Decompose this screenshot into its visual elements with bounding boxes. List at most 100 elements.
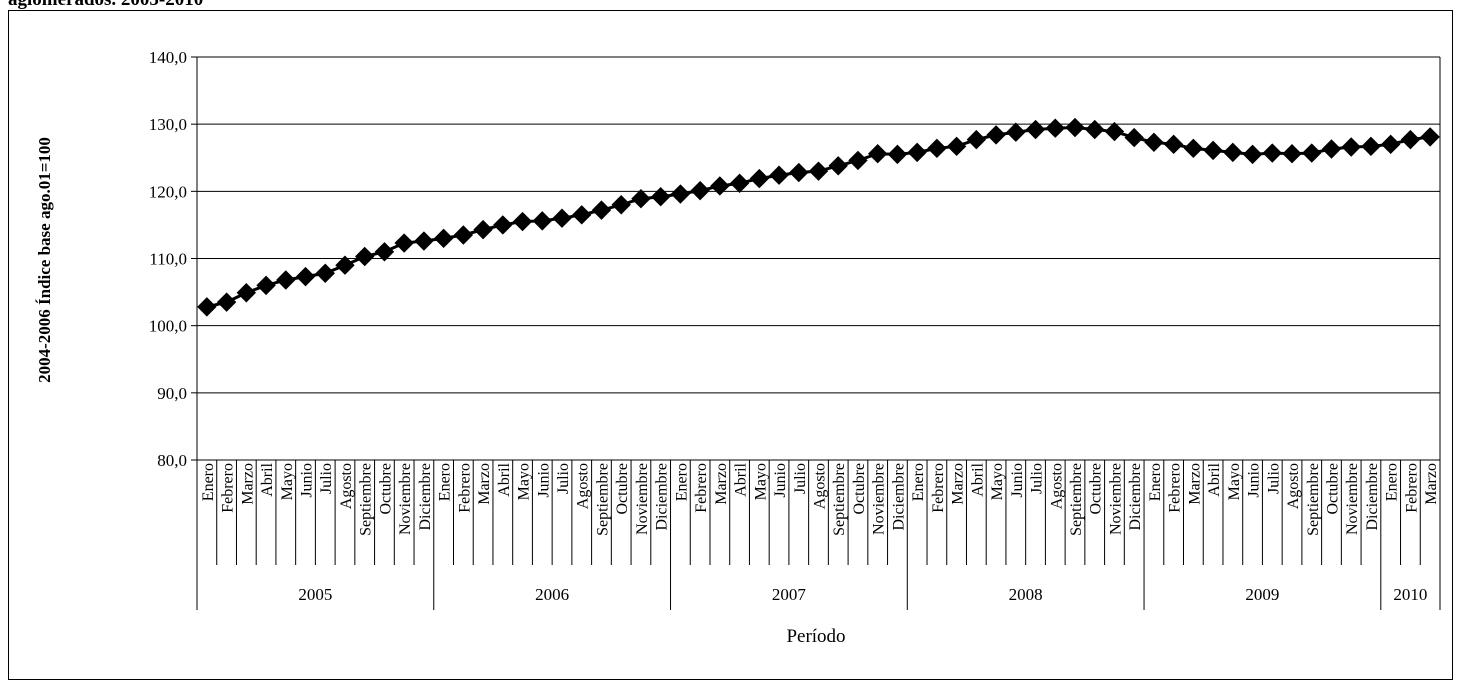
data-point-marker [1025,119,1046,140]
data-point-marker [828,156,848,176]
x-category-label: Mayo [1226,463,1243,500]
y-tick-label: 110,0 [149,250,187,269]
data-point-marker [907,142,927,163]
y-tick-label: 90,0 [157,384,187,403]
data-point-marker [769,165,789,185]
x-category-label: Septiembre [594,463,611,536]
data-point-marker [670,184,691,204]
x-category-label: Junio [535,463,552,498]
x-category-label: Enero [437,463,454,501]
data-point-marker [710,176,730,196]
x-category-label: Diciembre [1364,463,1381,531]
data-point-marker [216,292,237,312]
x-category-label: Julio [318,463,335,494]
data-point-marker [1085,119,1105,140]
data-point-marker [1341,137,1361,157]
data-point-marker [1203,140,1223,161]
data-point-marker [1065,117,1085,138]
data-point-marker [808,161,829,181]
data-point-marker [789,162,809,183]
x-category-label: Abril [969,462,986,496]
x-category-label: Febrero [1403,463,1420,513]
data-point-marker [749,168,770,189]
data-point-marker [867,144,888,164]
x-category-label: Octubre [851,463,868,515]
data-point-marker [276,270,296,290]
x-category-label: Marzo [1186,463,1203,505]
x-category-label: Agosto [812,463,829,509]
x-category-label: Septiembre [1068,463,1085,536]
x-category-label: Noviembre [1344,463,1361,535]
x-category-label: Junio [1009,463,1026,498]
x-year-label: 2005 [298,585,332,604]
y-tick-label: 130,0 [149,115,187,134]
x-category-label: Julio [792,463,809,494]
data-point-marker [1361,136,1381,157]
data-point-marker [1006,122,1026,142]
data-point-marker [1183,138,1204,159]
data-point-marker [256,275,276,296]
data-point-marker [552,208,572,228]
x-category-label: Febrero [220,463,237,513]
data-point-marker [1282,144,1302,164]
x-category-label: Noviembre [634,463,651,535]
x-category-label: Septiembre [1305,463,1322,536]
x-category-label: Septiembre [358,463,375,536]
x-category-label: Abril [1206,462,1223,496]
x-category-label: Noviembre [397,463,414,535]
data-point-marker [986,125,1006,145]
data-point-marker [394,233,414,253]
x-category-label: Julio [1265,463,1282,494]
x-category-label: Abril [259,462,276,496]
x-category-labels: Enero Febrero Marzo Abril Mayo Junio Julio Agos… [200,462,1440,535]
data-point-marker [512,211,533,232]
data-point-marker [532,211,552,231]
x-year-label: 2010 [1393,585,1427,604]
x-category-label: Noviembre [1107,463,1124,535]
data-point-marker [236,283,257,303]
data-point-marker [887,144,908,165]
x-year-label: 2009 [1245,585,1279,604]
x-category-label: Febrero [456,463,473,513]
x-category-label: Enero [200,463,217,501]
data-point-marker [1262,143,1283,163]
x-category-label: Agosto [1048,463,1065,509]
data-point-marker [631,189,651,209]
x-category-label: Agosto [575,463,592,509]
data-point-marker [1302,143,1322,163]
data-point-marker [1242,144,1263,165]
x-category-label: Julio [555,463,572,494]
data-point-marker [433,228,454,249]
series-line [197,117,1440,317]
data-point-marker [374,242,395,262]
data-point-marker [354,246,375,267]
data-point-marker [1144,132,1164,153]
data-point-marker [493,215,513,235]
data-point-marker [295,266,316,287]
x-year-label: 2006 [535,585,569,604]
data-point-marker [1321,139,1342,159]
data-point-marker [473,219,493,240]
x-year-label: 2007 [772,585,807,604]
data-point-marker [335,255,355,275]
y-tick-label: 120,0 [149,182,187,201]
data-point-marker [197,297,217,317]
x-category-label: Octubre [614,463,631,515]
x-category-label: Enero [673,463,690,501]
data-point-marker [611,195,631,215]
data-point-marker [946,136,967,157]
x-category-label: Febrero [930,463,947,513]
x-category-label: Septiembre [831,463,848,536]
x-category-label: Febrero [693,463,710,513]
x-year-label: 2008 [1009,585,1043,604]
x-category-label: Enero [910,463,927,501]
x-category-label: Agosto [1285,463,1302,509]
x-category-label: Febrero [1167,463,1184,513]
x-category-label: Diciembre [890,463,907,531]
data-point-marker [453,225,474,245]
x-year-labels: 2005 2006 2007 2008 2009 2010 [298,585,1427,604]
x-category-label: Mayo [989,463,1006,500]
data-point-marker [1163,134,1184,155]
x-category-label: Diciembre [654,463,671,531]
